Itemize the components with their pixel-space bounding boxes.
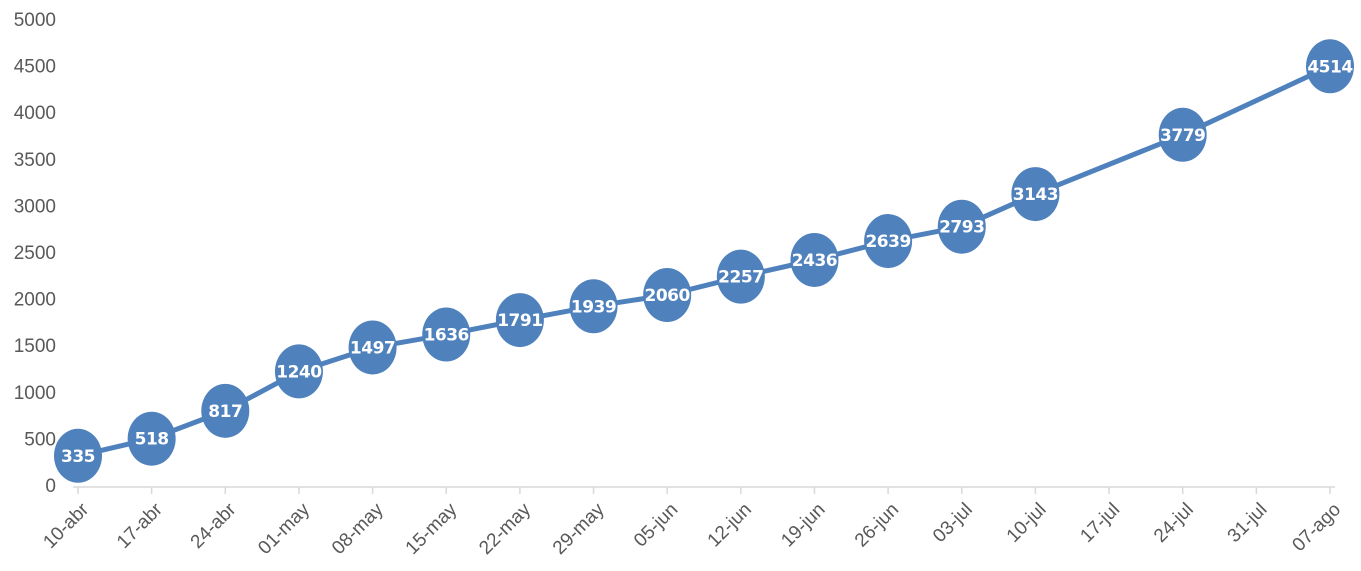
y-tick-label: 2000 (14, 290, 56, 311)
marker (643, 268, 692, 323)
y-tick-label: 3000 (14, 196, 56, 217)
value-label: 518 (135, 430, 169, 450)
value-label: 2436 (792, 251, 837, 271)
y-tick-label: 1000 (14, 383, 56, 404)
marker (201, 383, 250, 438)
y-tick-label: 4500 (14, 57, 56, 78)
y-tick-label: 5000 (14, 10, 56, 31)
y-tick-label: 0 (45, 476, 56, 497)
x-tick-label: 10-abr (39, 499, 93, 553)
marker (790, 232, 839, 287)
y-tick-label: 2500 (14, 243, 56, 264)
value-label: 1636 (424, 326, 469, 346)
x-tick-label: 26-jun (851, 499, 903, 551)
value-label: 1497 (350, 338, 395, 358)
x-tick-label: 19-jun (777, 499, 829, 551)
marker (274, 344, 323, 399)
marker (54, 428, 102, 483)
x-tick-label: 01-may (254, 499, 314, 559)
value-label: 2257 (718, 268, 763, 288)
x-tick-label: 29-may (549, 499, 609, 559)
marker (1158, 107, 1207, 162)
gap-bridge (1180, 63, 1333, 138)
x-tick-label: 31-jul (1224, 499, 1272, 547)
y-tick-label: 1500 (14, 336, 56, 357)
x-tick-label: 08-may (328, 499, 388, 559)
marker (864, 214, 913, 269)
marker (127, 411, 176, 466)
y-tick-label: 4000 (14, 103, 56, 124)
value-label: 335 (61, 447, 95, 467)
marker (569, 279, 618, 334)
value-label: 3143 (1013, 185, 1058, 205)
marker (1011, 167, 1060, 222)
x-tick-label: 05-jun (630, 499, 682, 551)
y-tick-label: 3500 (14, 150, 56, 171)
marker (1306, 39, 1354, 94)
value-label: 1939 (571, 297, 616, 317)
x-tick-label: 22-may (475, 499, 535, 559)
x-tick-label: 12-jun (704, 499, 756, 551)
value-label: 2639 (865, 232, 910, 252)
gap-bridge (1032, 132, 1186, 197)
marker (348, 320, 397, 375)
value-label: 4514 (1307, 57, 1353, 77)
marker (937, 199, 986, 254)
x-tick-label: 03-jul (929, 499, 977, 547)
x-tick-label: 24-jul (1150, 499, 1198, 547)
x-tick-label: 07-ago (1288, 499, 1345, 556)
x-tick-label: 17-abr (113, 499, 167, 553)
x-tick-label: 17-jul (1076, 499, 1124, 547)
value-label: 1240 (276, 362, 322, 382)
x-tick-label: 15-may (402, 499, 462, 559)
value-label: 817 (208, 402, 242, 422)
marker (716, 249, 765, 304)
value-label: 2793 (939, 218, 984, 238)
value-label: 2060 (645, 286, 691, 306)
x-tick-label: 10-jul (1003, 499, 1051, 547)
marker (495, 293, 544, 348)
x-tick-label: 24-abr (187, 499, 241, 553)
value-label: 1791 (497, 311, 542, 331)
y-tick-label: 500 (24, 429, 56, 450)
value-label: 3779 (1160, 126, 1205, 146)
marker (422, 307, 471, 362)
